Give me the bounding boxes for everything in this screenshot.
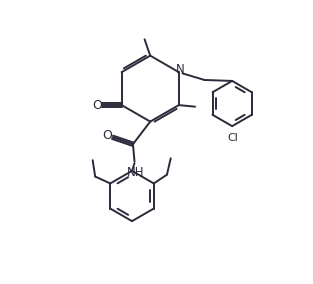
- Text: O: O: [92, 99, 102, 112]
- Text: NH: NH: [126, 166, 144, 179]
- Text: O: O: [102, 129, 112, 142]
- Text: N: N: [176, 63, 185, 76]
- Text: Cl: Cl: [227, 133, 238, 143]
